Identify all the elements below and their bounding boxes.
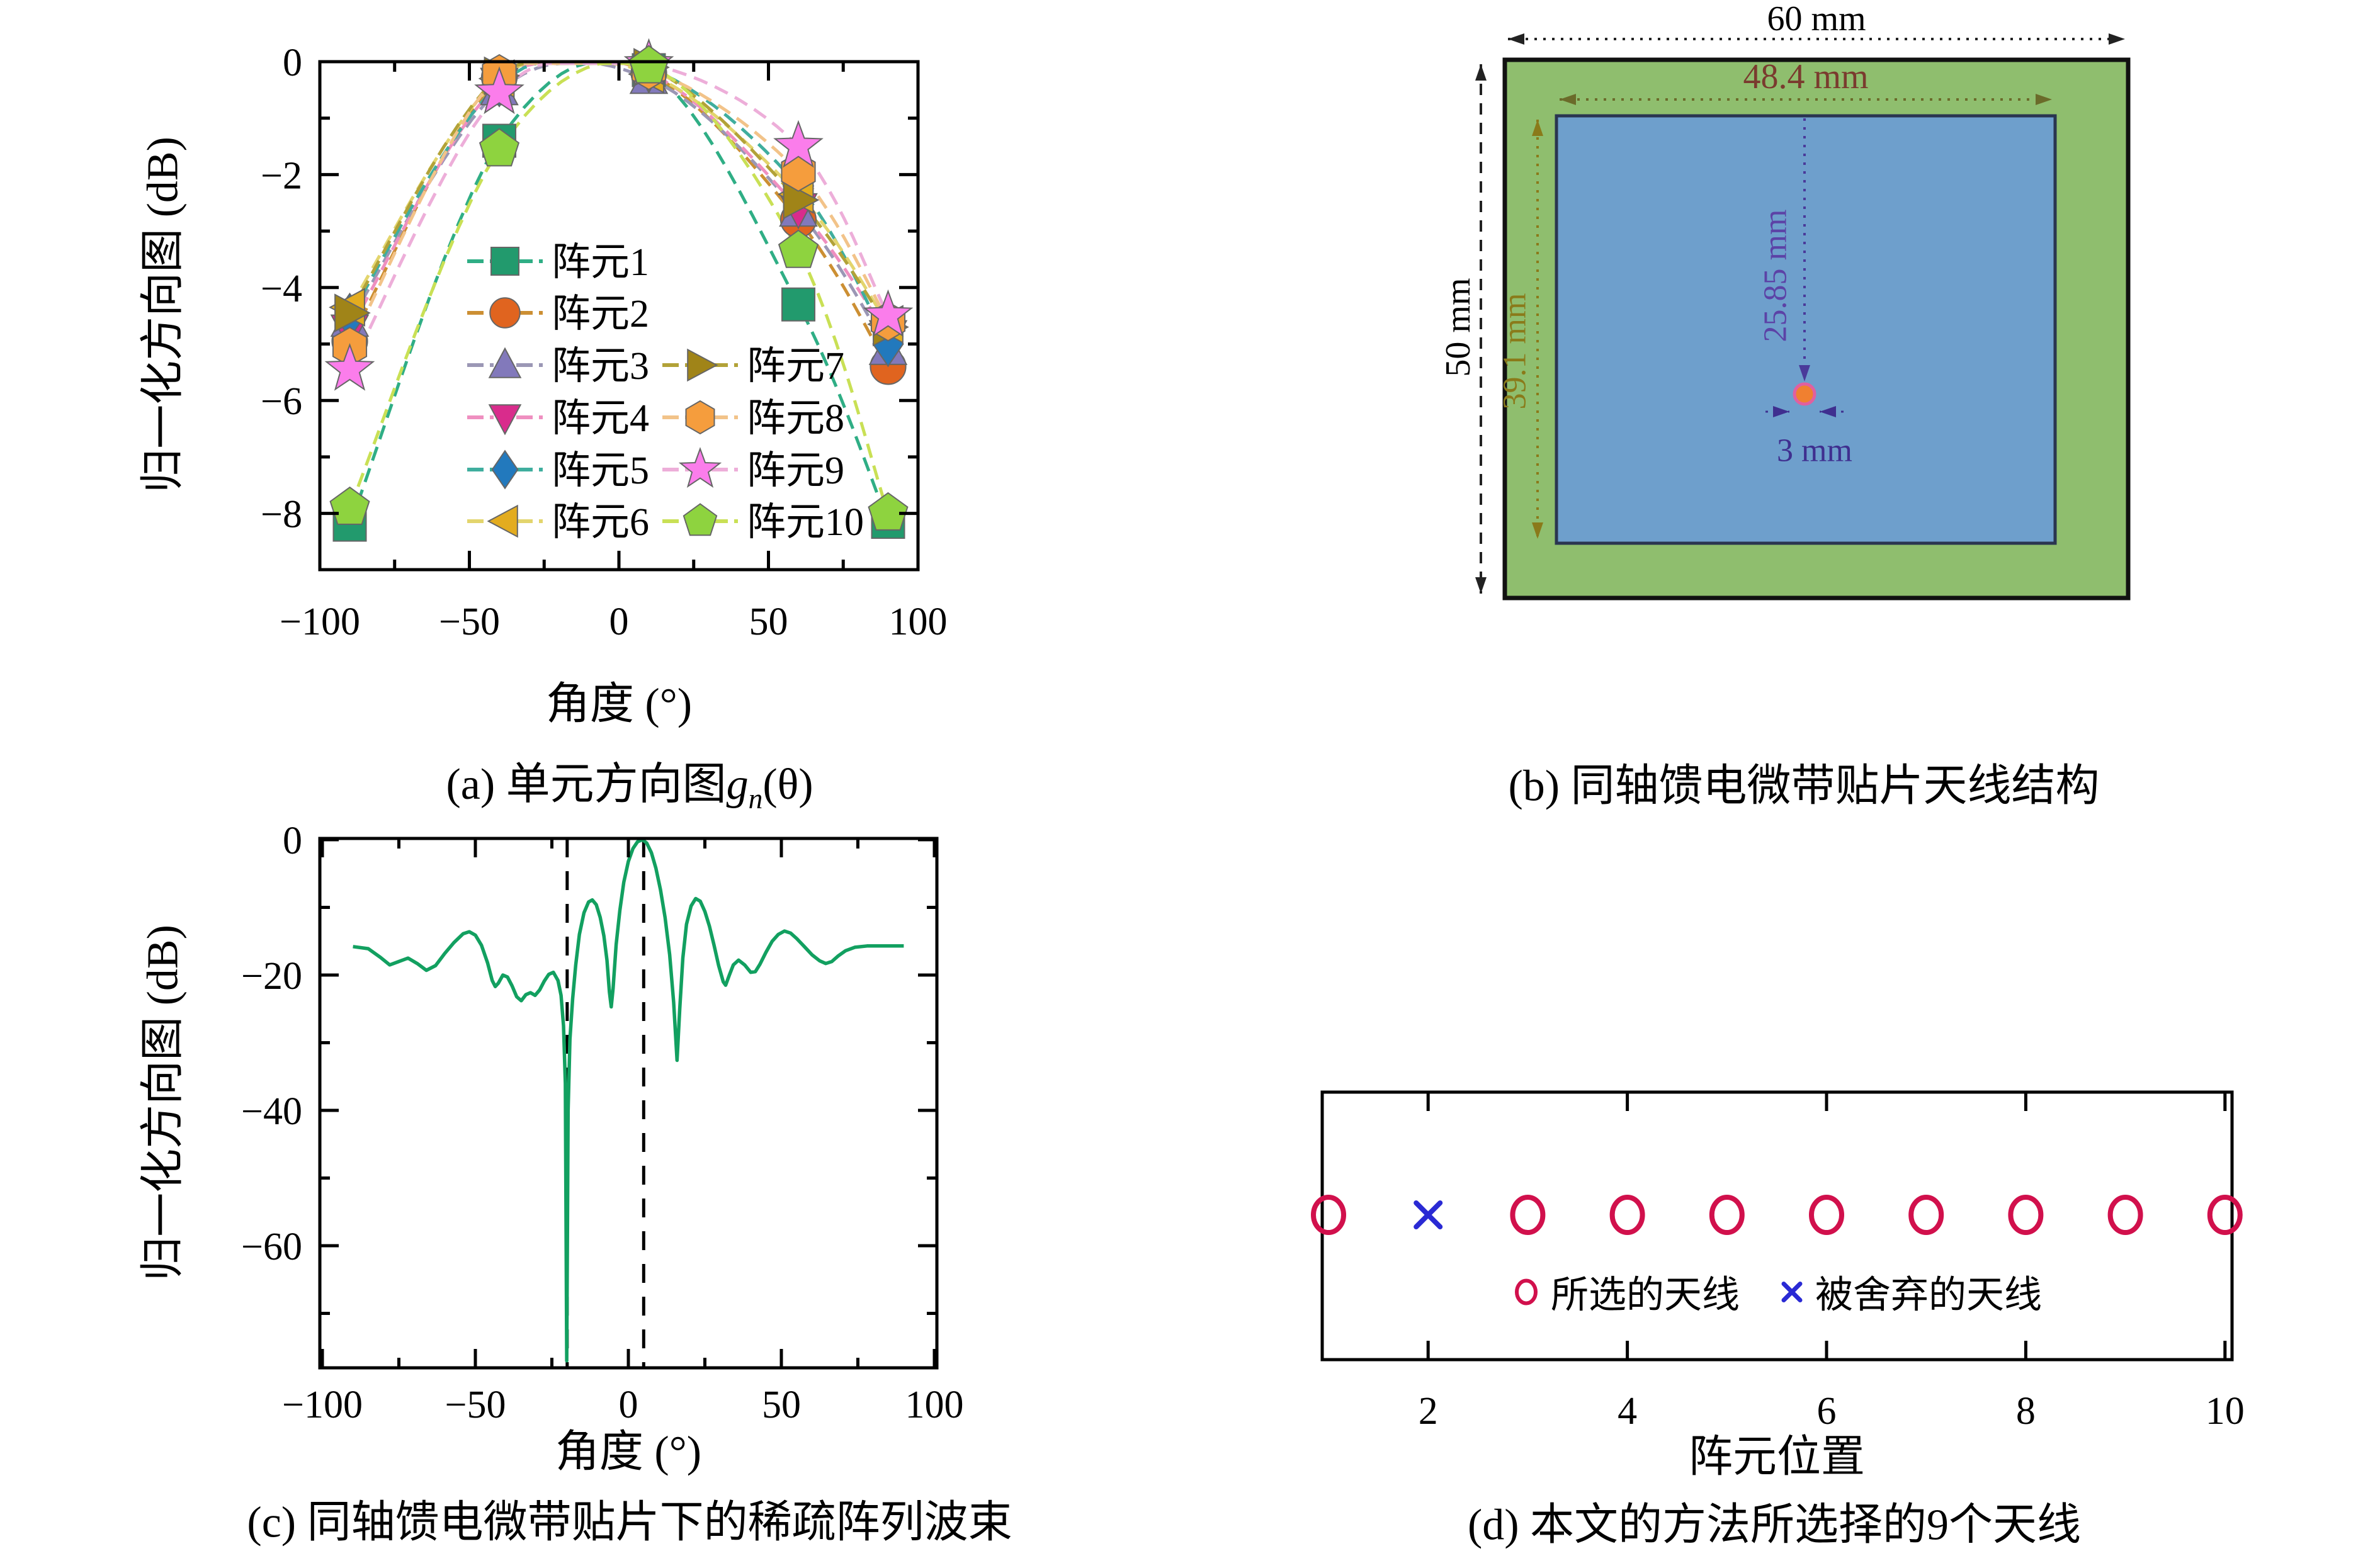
selected-antenna-marker (1809, 1195, 1844, 1235)
panel-d-selected-antennas-chart: 2 4 6 8 10 (1311, 1090, 2245, 1433)
panel-b-antenna-diagram (1475, 33, 2131, 601)
panel-c-ylabel: 归一化方向图 (dB) (139, 925, 188, 1281)
panel-a-plot-area: −100 −50 0 50 100 0 −2 −4 −6 −8 (261, 38, 948, 643)
svg-text:6: 6 (1817, 1390, 1837, 1433)
panel-c-plot-area: −100 −50 0 50 100 0 −20 −40 −60 (241, 820, 963, 1426)
panel-d-caption: (d) 本文的方法所选择的9个天线 (1467, 1501, 2082, 1550)
svg-text:阵元6: 阵元6 (552, 501, 649, 544)
svg-text:阵元5: 阵元5 (552, 449, 649, 492)
panel-a-caption-math-theta: (θ) (762, 760, 813, 809)
svg-text:−50: −50 (439, 601, 500, 643)
panel-c-caption: (c) 同轴馈电微带贴片下的稀疏阵列波束 (247, 1498, 1012, 1547)
dim-patch-height: 39.1 mm (1497, 293, 1533, 410)
feed-point (1793, 382, 1816, 406)
selected-antenna-marker (1311, 1195, 1346, 1235)
panel-b-drawing (1475, 33, 2131, 601)
selected-antenna-icon (1515, 1278, 1538, 1305)
svg-text:8: 8 (2016, 1390, 2036, 1433)
svg-text:−4: −4 (261, 268, 302, 310)
selected-antenna-marker (2207, 1195, 2243, 1235)
dim-substrate-height: 50 mm (1439, 278, 1478, 377)
panel-c-xlabel: 角度 (°) (555, 1428, 702, 1477)
selected-antenna-marker (1510, 1195, 1546, 1235)
panel-d-xlabel: 阵元位置 (1689, 1433, 1865, 1482)
svg-text:−8: −8 (261, 494, 302, 536)
svg-text:阵元1: 阵元1 (552, 241, 649, 284)
svg-text:阵元7: 阵元7 (747, 345, 844, 388)
patch-rect (1555, 114, 2057, 545)
selected-antenna-marker (2107, 1195, 2143, 1235)
panel-b-caption: (b) 同轴馈电微带贴片天线结构 (1508, 762, 2100, 811)
discarded-antenna-icon (1781, 1281, 1803, 1302)
selected-antenna-marker (1908, 1195, 1944, 1235)
panel-a-xlabel: 角度 (°) (545, 680, 693, 729)
svg-text:−100: −100 (282, 1384, 363, 1426)
panel-c-sparse-beam-chart: −100 −50 0 50 100 0 −20 −40 −60 (241, 820, 963, 1426)
legend-discarded-label: 被舍弃的天线 (1815, 1274, 2042, 1316)
svg-text:0: 0 (619, 1384, 638, 1426)
svg-text:阵元9: 阵元9 (747, 449, 844, 492)
panel-a-caption-text: (a) 单元方向图 (446, 760, 727, 809)
dim-feed-diameter: 3 mm (1777, 432, 1852, 469)
panel-d-plot-area: 2 4 6 8 10 (1311, 1090, 2245, 1433)
panel-d-legend: 所选的天线 被舍弃的天线 (1512, 1265, 2042, 1319)
svg-text:10: 10 (2206, 1390, 2245, 1433)
panel-a-legend: 阵元1 阵元2 阵元3 阵元4 阵元5 阵元6 阵元7 阵元8 阵元9 阵元10 (467, 241, 864, 544)
series-line-阵元4 (348, 62, 890, 337)
svg-text:0: 0 (609, 601, 629, 643)
discarded-antenna-marker (1414, 1200, 1443, 1229)
panel-a-caption-math-sub: n (748, 782, 763, 815)
svg-text:50: 50 (762, 1384, 801, 1426)
svg-text:阵元2: 阵元2 (552, 293, 649, 336)
panel-a-caption-math-g: g (726, 760, 749, 809)
svg-text:100: 100 (905, 1384, 964, 1426)
svg-text:阵元10: 阵元10 (747, 501, 864, 544)
selected-antenna-marker (1609, 1195, 1645, 1235)
svg-text:−6: −6 (261, 380, 302, 423)
dim-feed-offset: 25.85 mm (1757, 209, 1794, 342)
dim-patch-width: 48.4 mm (1743, 57, 1869, 96)
selected-antenna-marker (2008, 1195, 2044, 1235)
svg-text:0: 0 (283, 42, 302, 84)
svg-text:−50: −50 (445, 1384, 506, 1426)
selected-antenna-marker (1709, 1195, 1745, 1235)
legend-selected-label: 所选的天线 (1551, 1274, 1740, 1316)
svg-text:−100: −100 (280, 601, 360, 643)
panel-a-element-patterns-chart: −100 −50 0 50 100 0 −2 −4 −6 −8 阵元1 阵元2 阵元3 阵元4 阵元5 阵元6… (261, 38, 948, 643)
svg-text:阵元4: 阵元4 (552, 397, 649, 440)
svg-text:阵元8: 阵元8 (747, 397, 844, 440)
svg-text:−20: −20 (241, 955, 302, 998)
svg-text:−2: −2 (261, 154, 302, 197)
svg-text:−40: −40 (241, 1090, 302, 1133)
svg-text:50: 50 (749, 601, 788, 643)
svg-text:2: 2 (1419, 1390, 1438, 1433)
series-line-稀疏阵列波束 (353, 838, 904, 1363)
svg-text:100: 100 (889, 601, 948, 643)
panel-a-ylabel: 归一化方向图 (dB) (139, 137, 188, 493)
svg-text:0: 0 (283, 820, 302, 862)
svg-text:4: 4 (1618, 1390, 1637, 1433)
svg-text:−60: −60 (241, 1226, 302, 1268)
dim-substrate-width: 60 mm (1767, 0, 1866, 38)
svg-text:阵元3: 阵元3 (552, 345, 649, 388)
series-line-阵元9 (348, 62, 890, 371)
panel-a-caption: (a) 单元方向图gn(θ) (446, 748, 813, 815)
